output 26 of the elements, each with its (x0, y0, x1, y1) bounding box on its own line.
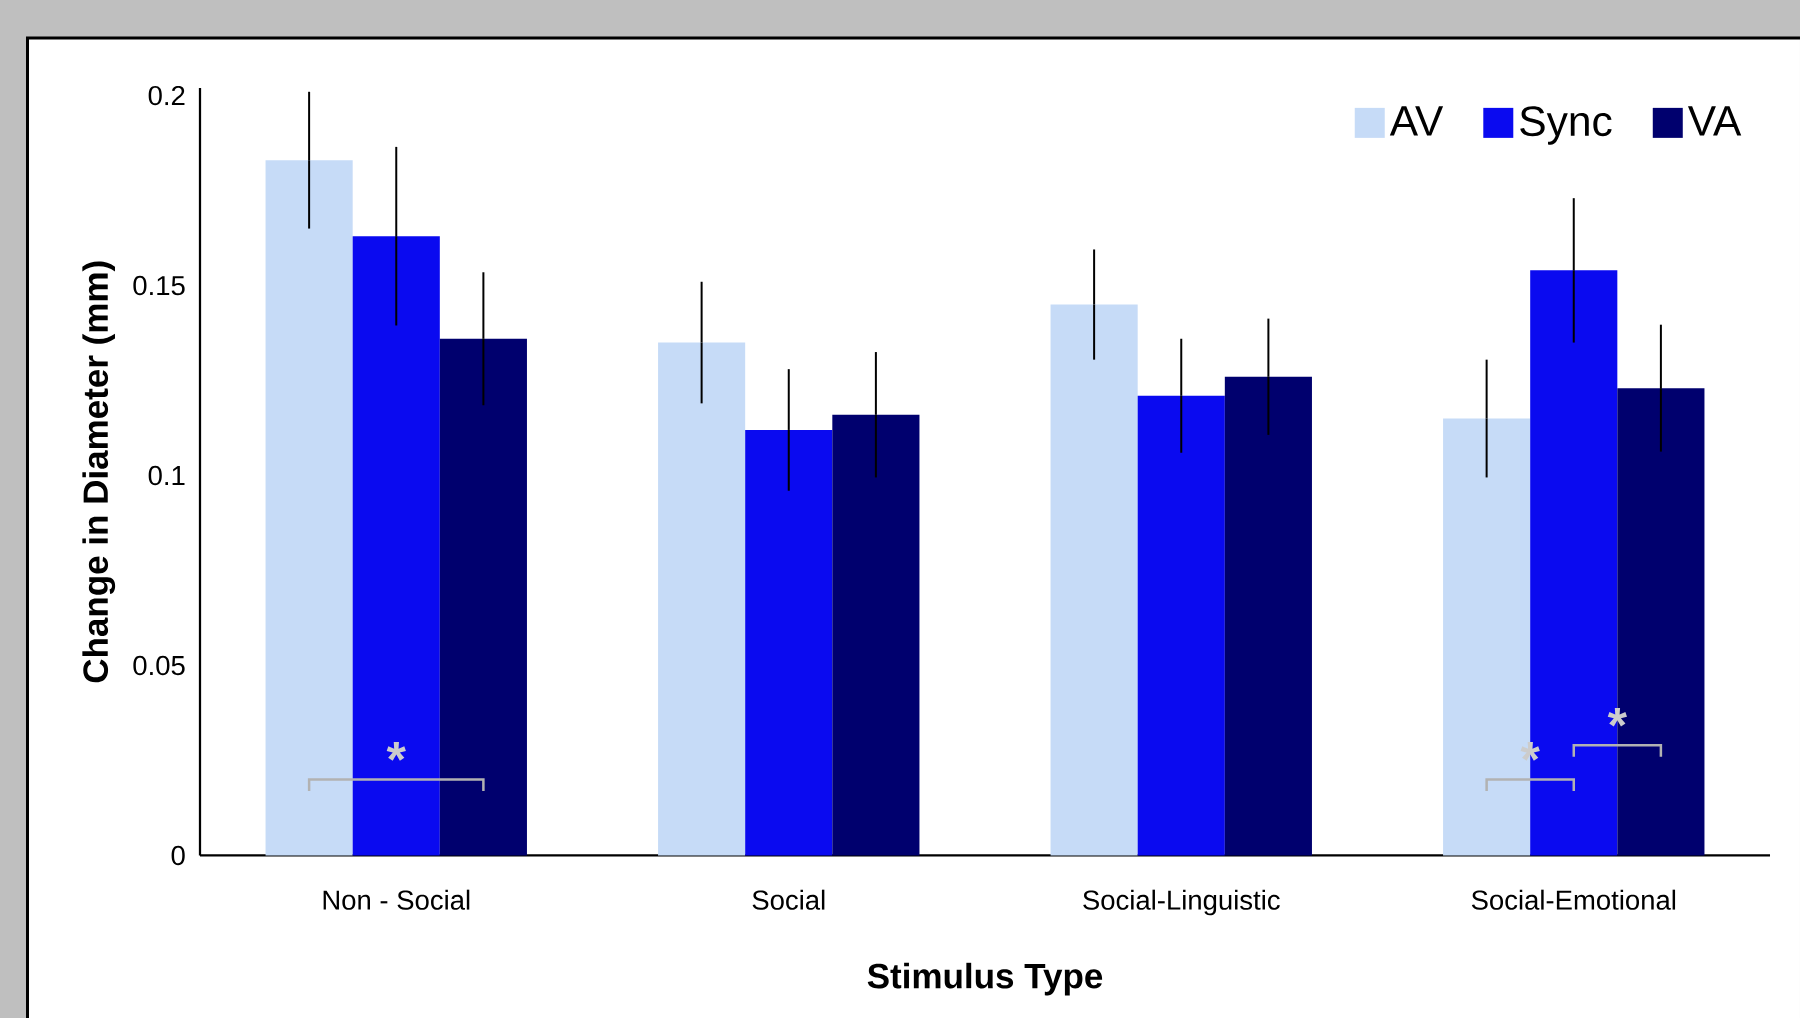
annotation: * (386, 742, 406, 761)
x-tick-label: Social-Linguistic (1083, 889, 1280, 916)
bar (1050, 304, 1138, 856)
annotation: * (1607, 707, 1627, 727)
annotation: * (1520, 742, 1540, 761)
x-tick-label: Non - Social (323, 889, 470, 910)
bar (745, 429, 833, 856)
y-axis-title: Change in Diameter (mm) (82, 261, 116, 683)
y-tick-label: 0.05 (133, 655, 185, 676)
bar (832, 414, 920, 856)
bar (352, 236, 440, 856)
legend-label: AV (1389, 106, 1444, 136)
bar (439, 338, 527, 856)
bar (658, 342, 746, 856)
y-tick-label: 0.15 (133, 275, 185, 296)
x-axis-title: Stimulus Type (867, 962, 1103, 996)
legend-label: VA (1687, 106, 1742, 136)
x-tick-label: Social-Emotional (1471, 889, 1676, 910)
bar (265, 160, 353, 856)
y-tick-label: 0.1 (148, 465, 185, 486)
bar (1224, 376, 1312, 856)
x-tick-label: Social (752, 889, 825, 910)
y-tick-label: 0 (171, 845, 185, 866)
legend-label: Sync (1520, 106, 1612, 145)
bar (1137, 395, 1225, 856)
y-tick-label: 0.2 (148, 85, 185, 106)
